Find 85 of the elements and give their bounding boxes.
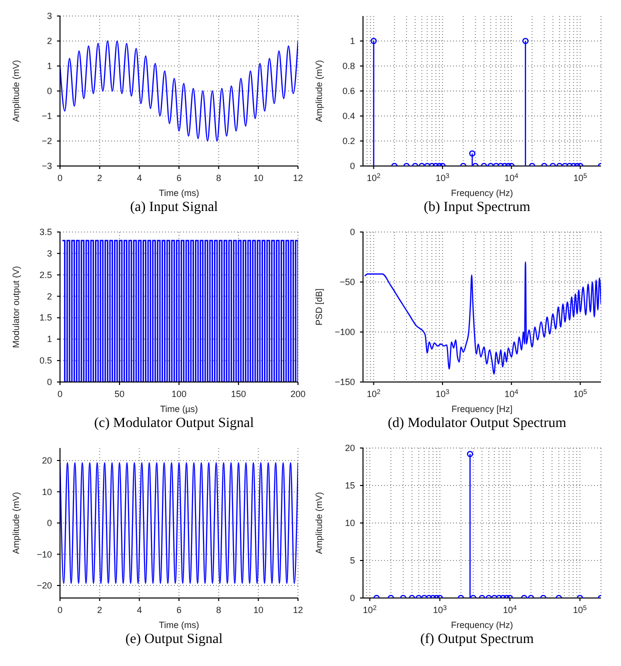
x-tick-label: 6: [176, 173, 182, 183]
y-tick-label: 3: [46, 248, 52, 258]
y-axis-title: Amplitude (mV): [11, 60, 22, 122]
x-tick-label: 0: [57, 173, 63, 183]
y-tick-label: 0: [46, 86, 52, 96]
y-tick-label: 0: [350, 227, 355, 237]
x-tick-label: 150: [230, 389, 246, 399]
y-tick-label: −3: [42, 161, 52, 171]
y-axis-title: Amplitude (mV): [314, 60, 324, 122]
y-tick-label: 0.4: [342, 111, 355, 121]
x-axis-title: Time (ms): [158, 188, 200, 198]
x-tick-label: 10$^{3}$: [432, 604, 447, 615]
y-tick-label: −2: [42, 136, 52, 146]
x-tick-label: 4: [136, 173, 142, 183]
y-tick-label: 20: [42, 456, 52, 466]
x-axis-title: Time (µs): [160, 404, 198, 414]
x-tick-label: 200: [290, 389, 306, 399]
x-tick-label: 10$^{2}$: [366, 388, 381, 399]
y-tick-label: 0: [46, 377, 52, 387]
y-axis-title: Amplitude (mV): [11, 492, 22, 554]
y-tick-label: −20: [36, 580, 52, 590]
y-tick-label: 1: [46, 61, 52, 71]
x-tick-label: 10$^{2}$: [366, 172, 381, 183]
line-series: [60, 40, 298, 142]
y-tick-label: 15: [344, 480, 355, 490]
text: (d) Modulator Output Spectrum: [386, 416, 568, 432]
x-tick-label: 6: [176, 605, 182, 615]
text: (a) Input Signal: [129, 200, 219, 216]
x-tick-label: 10: [253, 173, 264, 183]
x-tick-label: 10: [253, 605, 264, 615]
x-tick-label: 10$^{4}$: [502, 604, 517, 615]
y-axis-title: Amplitude (mV): [314, 492, 324, 554]
y-tick-label: 10: [344, 518, 355, 528]
y-tick-label: 0: [350, 161, 355, 171]
y-tick-label: 1.5: [39, 312, 52, 323]
y-tick-label: 0.2: [342, 136, 355, 146]
x-tick-label: 8: [216, 173, 222, 183]
y-tick-label: −100: [334, 327, 355, 337]
x-tick-label: 10$^{2}$: [362, 604, 377, 615]
x-tick-label: 4: [136, 605, 142, 615]
x-tick-label: 10$^{4}$: [504, 172, 519, 183]
y-tick-label: 3.5: [39, 227, 52, 237]
x-tick-label: 10$^{3}$: [436, 388, 450, 399]
x-axis-title: Frequency (Hz): [450, 620, 514, 630]
text: (b) Input Spectrum: [422, 200, 532, 216]
x-tick-label: 0: [57, 389, 63, 399]
y-tick-label: 2: [46, 36, 52, 46]
y-tick-label: 0.5: [39, 356, 52, 366]
y-tick-label: 1: [46, 334, 52, 344]
x-tick-label: 10$^{5}$: [573, 388, 588, 399]
y-tick-label: 0: [350, 593, 355, 603]
x-tick-label: 12: [292, 605, 304, 615]
y-tick-label: −1: [42, 111, 52, 121]
x-tick-label: 10$^{4}$: [504, 388, 519, 399]
x-tick-label: 8: [216, 605, 222, 615]
y-tick-label: 0: [46, 518, 52, 528]
x-axis-title: Time (ms): [158, 620, 200, 630]
y-tick-label: −10: [36, 549, 52, 560]
x-tick-label: 10$^{5}$: [573, 172, 588, 183]
y-tick-label: 0.6: [342, 86, 355, 96]
y-tick-label: 3: [46, 11, 52, 21]
text: (e) Output Signal: [124, 632, 224, 648]
y-tick-label: 2: [46, 291, 52, 302]
y-tick-label: −50: [340, 277, 355, 287]
x-axis-title: Frequency (Hz): [450, 188, 514, 198]
x-tick-label: 12: [292, 173, 304, 183]
x-tick-label: 0: [57, 605, 63, 615]
x-tick-label: 50: [114, 389, 125, 399]
x-tick-label: 100: [171, 389, 187, 399]
y-tick-label: 1: [350, 36, 355, 46]
x-tick-label: 10$^{3}$: [436, 172, 450, 183]
x-tick-label: 10$^{5}$: [573, 604, 588, 615]
x-axis-title: Frequency [Hz]: [451, 404, 513, 414]
y-axis-title: Modulator output (V): [11, 266, 22, 348]
text: (f) Output Spectrum: [419, 632, 535, 648]
y-tick-label: 20: [344, 443, 355, 453]
y-tick-label: −150: [334, 377, 355, 387]
y-axis-title: PSD [dB]: [314, 288, 324, 326]
y-tick-label: 2.5: [39, 270, 52, 280]
x-tick-label: 2: [97, 173, 102, 183]
y-tick-label: 0.8: [342, 61, 355, 71]
x-tick-label: 2: [97, 605, 102, 615]
y-tick-label: 10: [42, 486, 52, 497]
text: (c) Modulator Output Signal: [93, 416, 255, 432]
y-tick-label: 5: [350, 556, 355, 566]
